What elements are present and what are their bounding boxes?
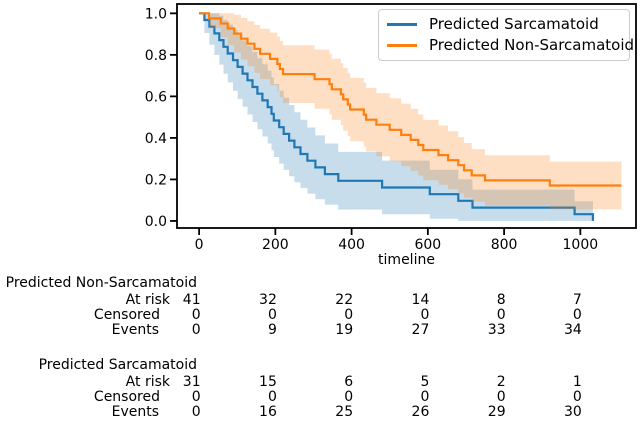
risk-value: 19	[335, 322, 354, 338]
legend: Predicted Sarcamatoid Predicted Non-Sarc…	[378, 9, 634, 61]
risk-value: 0	[572, 389, 582, 405]
legend-item-predicted-non-sarcamatoid: Predicted Non-Sarcamatoid	[387, 35, 634, 56]
risk-value: 9	[267, 322, 277, 338]
risk-value: 41	[182, 292, 201, 308]
confidence-band-predicted-non-sarcamatoid	[199, 13, 622, 210]
axes-spines	[176, 3, 637, 229]
y-tick-label-0: 0.0	[145, 214, 167, 230]
legend-label-sarcamatoid: Predicted Sarcamatoid	[429, 15, 599, 33]
risk-row-label: Events	[111, 404, 159, 420]
risk-value: 16	[259, 404, 277, 420]
risk-value: 34	[564, 322, 582, 338]
risk-value: 30	[564, 404, 582, 420]
x-tick-label-600: 600	[414, 237, 441, 253]
legend-line-sample-non-sarcamatoid	[387, 44, 417, 47]
y-tick-label-1: 1.0	[145, 6, 167, 22]
legend-label-non-sarcamatoid: Predicted Non-Sarcamatoid	[429, 36, 635, 54]
risk-value: 0	[496, 389, 506, 405]
risk-value: 0	[191, 322, 201, 338]
risk-value: 0	[420, 389, 430, 405]
risk-value: 1	[572, 374, 582, 390]
survival-curve-predicted-non-sarcamatoid	[199, 12, 622, 187]
x-tick-label-0: 0	[195, 237, 204, 253]
risk-value: 0	[191, 404, 201, 420]
risk-value: 31	[182, 374, 201, 390]
y-tick-label-0.4: 0.4	[145, 131, 167, 147]
risk-row-label: At risk	[125, 292, 170, 308]
x-tick-label-1000: 1000	[563, 237, 599, 253]
risk-row-label: At risk	[125, 374, 170, 390]
risk-row-label: Censored	[93, 307, 160, 323]
risk-row-label: Censored	[93, 389, 160, 405]
risk-value: 0	[267, 307, 277, 323]
risk-row-label: Events	[111, 322, 159, 338]
risk-value: 8	[496, 292, 506, 308]
x-axis-label: timeline	[378, 252, 435, 268]
confidence-band-predicted-sarcamatoid	[199, 13, 593, 221]
risk-group-name: Predicted Non-Sarcamatoid	[5, 275, 197, 291]
risk-value: 15	[259, 374, 277, 390]
y-tick-label-0.8: 0.8	[145, 48, 167, 64]
risk-group-name: Predicted Sarcamatoid	[38, 357, 197, 373]
risk-value: 14	[411, 292, 430, 308]
risk-value: 0	[267, 389, 277, 405]
x-tick-label-400: 400	[338, 237, 365, 253]
risk-value: 32	[259, 292, 277, 308]
risk-value: 33	[487, 322, 506, 338]
risk-value: 29	[487, 404, 506, 420]
x-tick-label-200: 200	[262, 237, 289, 253]
y-tick-label-0.2: 0.2	[145, 172, 167, 188]
risk-value: 2	[496, 374, 506, 390]
risk-value: 22	[335, 292, 354, 308]
legend-item-predicted-sarcamatoid: Predicted Sarcamatoid	[387, 14, 621, 35]
risk-value: 0	[191, 389, 201, 405]
risk-value: 26	[411, 404, 430, 420]
risk-value: 25	[335, 404, 354, 420]
risk-value: 0	[420, 307, 430, 323]
x-tick-label-800: 800	[491, 237, 518, 253]
y-tick-label-0.6: 0.6	[145, 89, 167, 105]
risk-value: 0	[344, 389, 354, 405]
survival-curve-predicted-sarcamatoid	[199, 12, 594, 221]
risk-value: 0	[572, 307, 582, 323]
risk-value: 27	[411, 322, 430, 338]
risk-value: 5	[420, 374, 430, 390]
risk-value: 0	[496, 307, 506, 323]
risk-value: 7	[572, 292, 582, 308]
risk-value: 0	[191, 307, 201, 323]
legend-line-sample-sarcamatoid	[387, 23, 417, 26]
risk-value: 6	[344, 374, 354, 390]
risk-value: 0	[344, 307, 354, 323]
